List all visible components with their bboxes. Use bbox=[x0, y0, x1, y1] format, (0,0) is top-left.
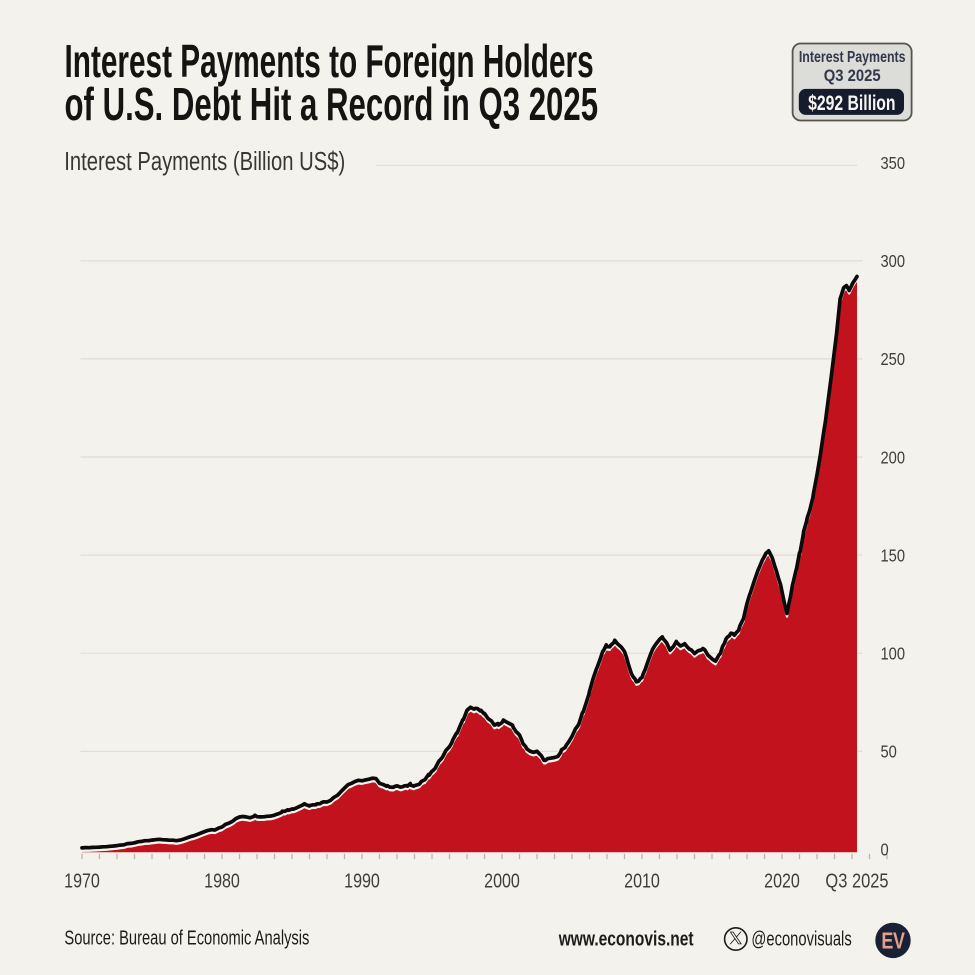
svg-text:250: 250 bbox=[881, 350, 906, 369]
svg-text:Q3 2025: Q3 2025 bbox=[824, 67, 881, 85]
svg-text:www.econovis.net: www.econovis.net bbox=[558, 927, 694, 950]
svg-text:@econovisuals: @econovisuals bbox=[751, 927, 851, 950]
svg-text:0: 0 bbox=[881, 841, 889, 860]
svg-text:2010: 2010 bbox=[624, 869, 660, 892]
svg-text:200: 200 bbox=[881, 448, 906, 467]
svg-text:1990: 1990 bbox=[344, 869, 380, 892]
svg-text:1970: 1970 bbox=[64, 869, 100, 892]
svg-text:100: 100 bbox=[881, 644, 906, 663]
svg-text:1980: 1980 bbox=[204, 869, 240, 892]
svg-text:$292 Billion: $292 Billion bbox=[808, 91, 895, 115]
svg-text:of U.S. Debt Hit a Record in Q: of U.S. Debt Hit a Record in Q3 2025 bbox=[65, 79, 599, 131]
svg-text:150: 150 bbox=[881, 546, 906, 565]
svg-text:Q3 2025: Q3 2025 bbox=[825, 869, 888, 892]
svg-text:EV: EV bbox=[881, 929, 905, 955]
svg-text:300: 300 bbox=[881, 252, 906, 271]
svg-text:Interest Payments: Interest Payments bbox=[799, 48, 906, 66]
svg-text:Interest Payments (Billion US$: Interest Payments (Billion US$) bbox=[64, 147, 345, 176]
svg-text:350: 350 bbox=[881, 154, 906, 173]
svg-text:2020: 2020 bbox=[764, 869, 800, 892]
svg-text:50: 50 bbox=[881, 743, 897, 762]
svg-text:2000: 2000 bbox=[484, 869, 520, 892]
svg-text:Source: Bureau of Economic Ana: Source: Bureau of Economic Analysis bbox=[64, 926, 309, 949]
svg-text:Interest Payments to Foreign H: Interest Payments to Foreign Holders bbox=[65, 36, 594, 87]
